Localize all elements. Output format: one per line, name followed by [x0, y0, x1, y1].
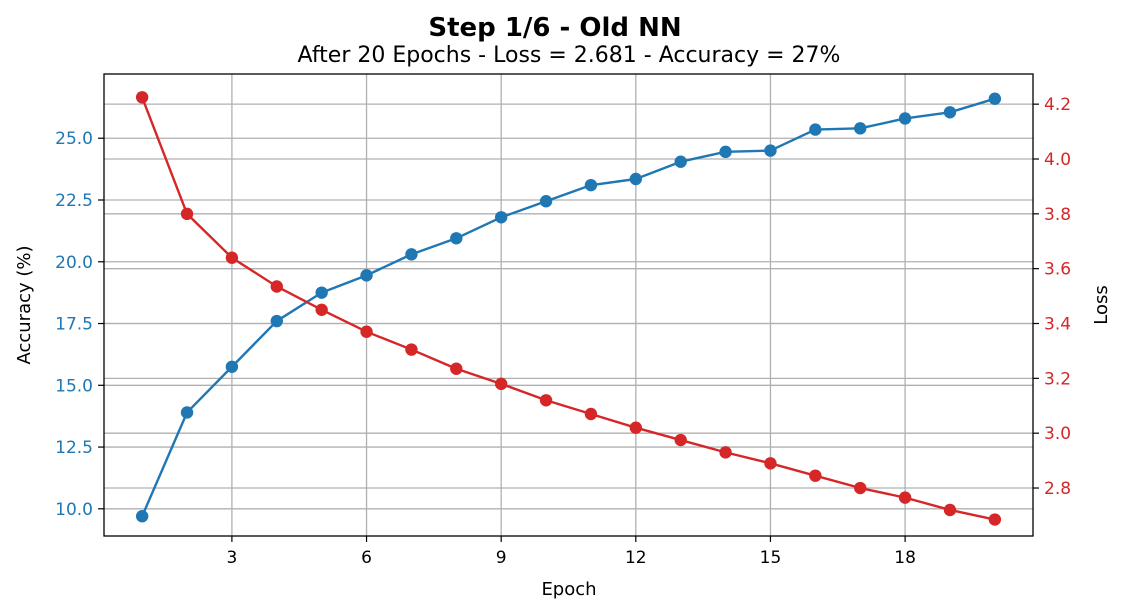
accuracy-data-point — [764, 144, 777, 157]
plot-frame — [103, 73, 1034, 537]
x-tick-label: 15 — [760, 548, 782, 568]
accuracy-data-point — [315, 286, 328, 299]
y-left-tick-label: 22.5 — [55, 191, 93, 211]
grid — [104, 74, 1033, 536]
accuracy-data-point — [180, 406, 194, 419]
loss-data-point — [584, 407, 598, 421]
accuracy-data-point — [405, 248, 418, 261]
y-right-tick-label: 3.2 — [1044, 369, 1071, 389]
loss-data-point — [135, 91, 149, 104]
y-right-tick-label: 4.2 — [1044, 95, 1071, 115]
y-right-tick-label: 3.4 — [1044, 315, 1071, 335]
loss-data-point — [225, 251, 239, 264]
x-axis-label: Epoch — [541, 579, 596, 600]
loss-data-point — [360, 325, 373, 338]
y-left-tick-label: 25.0 — [55, 129, 93, 149]
loss-data-point — [854, 481, 867, 495]
accuracy-series-line — [141, 97, 996, 517]
loss-data-point — [898, 491, 912, 504]
chart-subtitle: After 20 Epochs - Loss = 2.681 - Accurac… — [298, 43, 841, 68]
x-tick-label: 18 — [894, 548, 916, 568]
y-left-tick-label: 20.0 — [55, 253, 93, 273]
loss-data-point — [450, 362, 463, 375]
accuracy-data-point — [719, 145, 732, 159]
accuracy-data-point — [494, 211, 508, 224]
series-layer — [135, 91, 1002, 526]
x-tick-label: 12 — [625, 548, 647, 568]
chart-title: Step 1/6 - Old NN — [428, 13, 681, 43]
loss-data-point — [315, 303, 328, 316]
y-left-tick-label: 17.5 — [55, 315, 93, 335]
accuracy-data-point — [135, 510, 149, 523]
accuracy-data-point — [225, 360, 239, 373]
accuracy-data-point — [988, 92, 1002, 105]
y-right-tick-label: 3.6 — [1044, 260, 1071, 280]
loss-data-point — [943, 503, 957, 517]
axes: 3 6 9 12 15 18 10.0 12.5 15.0 17.5 20.0 22.5 25.0 2.8… — [55, 95, 1071, 568]
accuracy-data-point — [854, 122, 867, 135]
y-axis-left-label: Accuracy (%) — [14, 245, 35, 364]
loss-data-point — [809, 469, 822, 482]
loss-data-point — [539, 394, 553, 407]
y-left-tick-label: 10.0 — [55, 500, 93, 520]
accuracy-data-point — [809, 123, 822, 136]
accuracy-data-point — [539, 195, 553, 208]
loss-data-point — [674, 433, 687, 447]
accuracy-data-point — [584, 178, 598, 192]
accuracy-data-point — [943, 106, 957, 119]
loss-data-point — [180, 207, 194, 221]
loss-series-line — [141, 96, 996, 521]
y-right-tick-label: 2.8 — [1044, 479, 1071, 499]
accuracy-data-point — [629, 172, 643, 186]
y-left-tick-label: 15.0 — [55, 376, 93, 396]
accuracy-data-point — [270, 314, 283, 328]
loss-data-point — [629, 421, 643, 434]
x-tick-label: 6 — [361, 548, 372, 568]
loss-data-point — [494, 377, 508, 391]
y-right-tick-label: 3.8 — [1044, 205, 1071, 225]
x-tick-label: 9 — [496, 548, 507, 568]
accuracy-data-point — [674, 155, 687, 168]
y-right-tick-label: 3.0 — [1044, 424, 1071, 444]
accuracy-data-point — [360, 269, 373, 282]
accuracy-data-point — [898, 112, 912, 125]
loss-data-point — [764, 457, 777, 470]
loss-data-point — [988, 513, 1002, 526]
y-axis-right-label: Loss — [1091, 285, 1112, 324]
x-tick-label: 3 — [226, 548, 237, 568]
y-left-tick-label: 12.5 — [55, 438, 93, 458]
y-right-tick-label: 4.0 — [1044, 150, 1071, 170]
loss-data-point — [405, 343, 418, 356]
accuracy-data-point — [450, 232, 463, 245]
loss-data-point — [270, 280, 283, 293]
loss-data-point — [719, 446, 732, 459]
